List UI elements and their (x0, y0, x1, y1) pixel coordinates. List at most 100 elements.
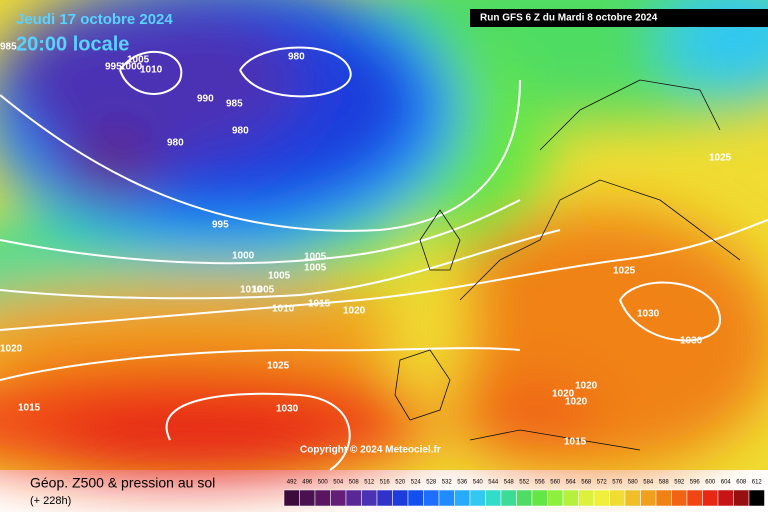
isobar-label: 1020 (343, 306, 366, 317)
scale-swatch (702, 489, 719, 507)
isobar-label: 1020 (575, 381, 598, 392)
scale-swatch (330, 489, 347, 507)
isobar-label: 1030 (637, 309, 660, 320)
scale-swatch (624, 489, 641, 507)
scale-label: 532 (442, 480, 453, 486)
scale-swatch (485, 489, 502, 507)
scale-label: 612 (752, 480, 763, 486)
isobar-label: 1020 (565, 397, 588, 408)
isobar-label: 1015 (308, 299, 331, 310)
isobar-label: 980 (232, 126, 249, 137)
isobar-label: 1020 (552, 389, 575, 400)
scale-label: 576 (612, 480, 623, 486)
scale-label: 572 (597, 480, 608, 486)
scale-swatch (547, 489, 564, 507)
scale-label: 592 (674, 480, 685, 486)
isobar-label: 1015 (18, 403, 41, 414)
scale-label: 504 (333, 480, 344, 486)
isobar-label: 980 (167, 138, 184, 149)
scale-label: 520 (395, 480, 406, 486)
scale-swatch (578, 489, 595, 507)
scale-label: 508 (349, 480, 360, 486)
scale-label: 584 (643, 480, 654, 486)
scale-label: 556 (535, 480, 546, 486)
color-scale: 492 496 500 504 508 512 516 520 524 528 532 536 540 5… (283, 480, 765, 507)
isobar-label: 1000 (120, 62, 143, 73)
scale-label: 600 (705, 480, 716, 486)
scale-swatch (733, 489, 750, 507)
scale-swatch (345, 489, 362, 507)
scale-swatch (361, 489, 378, 507)
scale-swatch (516, 489, 533, 507)
scale-swatch (500, 489, 517, 507)
scale-label: 536 (457, 480, 468, 486)
isobar-label: 1005 (252, 285, 275, 296)
scale-swatch (283, 489, 300, 507)
map-background (0, 0, 768, 480)
isobar-label: 1000 (232, 251, 255, 262)
isobar-label: 985 (226, 99, 243, 110)
scale-swatch (640, 489, 657, 507)
run-info: Run GFS 6 Z du Mardi 8 octobre 2024 (480, 13, 658, 24)
scale-label: 512 (364, 480, 375, 486)
scale-swatch (469, 489, 486, 507)
scale-label: 568 (581, 480, 592, 486)
scale-label: 528 (426, 480, 437, 486)
isobar-label: 990 (197, 94, 214, 105)
forecast-time: 20:00 locale (16, 33, 129, 55)
scale-label: 492 (287, 480, 298, 486)
scale-swatch (438, 489, 455, 507)
coastlines (394, 79, 741, 451)
copyright: Copyright © 2024 Meteociel.fr (300, 445, 441, 456)
scale-swatch (423, 489, 440, 507)
isobar-label: 1005 (304, 263, 327, 274)
scale-label: 552 (519, 480, 530, 486)
isobar-label: 995 (105, 62, 122, 73)
isobar-label: 1025 (613, 266, 636, 277)
scale-label: 560 (550, 480, 561, 486)
isobar-label: 985 (0, 42, 17, 53)
isobar-label: 1025 (709, 153, 732, 164)
scale-label: 608 (736, 480, 747, 486)
isobar-label: 1005 (304, 252, 327, 263)
scale-label: 564 (566, 480, 577, 486)
scale-swatch (655, 489, 672, 507)
isobar-label: 1010 (140, 65, 163, 76)
isobar-label: 1010 (272, 304, 295, 315)
scale-label: 500 (318, 480, 329, 486)
scale-swatch (671, 489, 688, 507)
isobar-label: 980 (288, 52, 305, 63)
isobar-label: 1015 (564, 437, 587, 448)
scale-label: 604 (721, 480, 732, 486)
scale-swatch (454, 489, 471, 507)
scale-label: 496 (302, 480, 313, 486)
scale-label: 524 (411, 480, 422, 486)
scale-label: 544 (488, 480, 499, 486)
isobar-label: 1030 (276, 404, 299, 415)
footer-lead: (+ 228h) (30, 495, 71, 507)
isobar-label: 1020 (0, 344, 23, 355)
scale-label: 548 (504, 480, 515, 486)
scale-swatch (314, 489, 331, 507)
isobar-label: 1005 (127, 55, 150, 66)
isobar-label: 995 (212, 220, 229, 231)
scale-swatch (299, 489, 316, 507)
scale-label: 588 (659, 480, 670, 486)
scale-swatch (376, 489, 393, 507)
scale-swatch (717, 489, 734, 507)
isobar-lines (0, 46, 768, 471)
isobar-label: 1030 (680, 336, 703, 347)
scale-swatch (531, 489, 548, 507)
footer-title: Géop. Z500 & pression au sol (30, 475, 215, 491)
scale-swatch (562, 489, 579, 507)
scale-label: 580 (628, 480, 639, 486)
scale-swatch (392, 489, 409, 507)
scale-label: 540 (473, 480, 484, 486)
scale-swatch (686, 489, 703, 507)
isobar-label: 1010 (240, 285, 263, 296)
scale-swatch (609, 489, 626, 507)
forecast-date: Jeudi 17 octobre 2024 (16, 11, 173, 28)
scale-swatch (593, 489, 610, 507)
scale-label: 516 (380, 480, 391, 486)
